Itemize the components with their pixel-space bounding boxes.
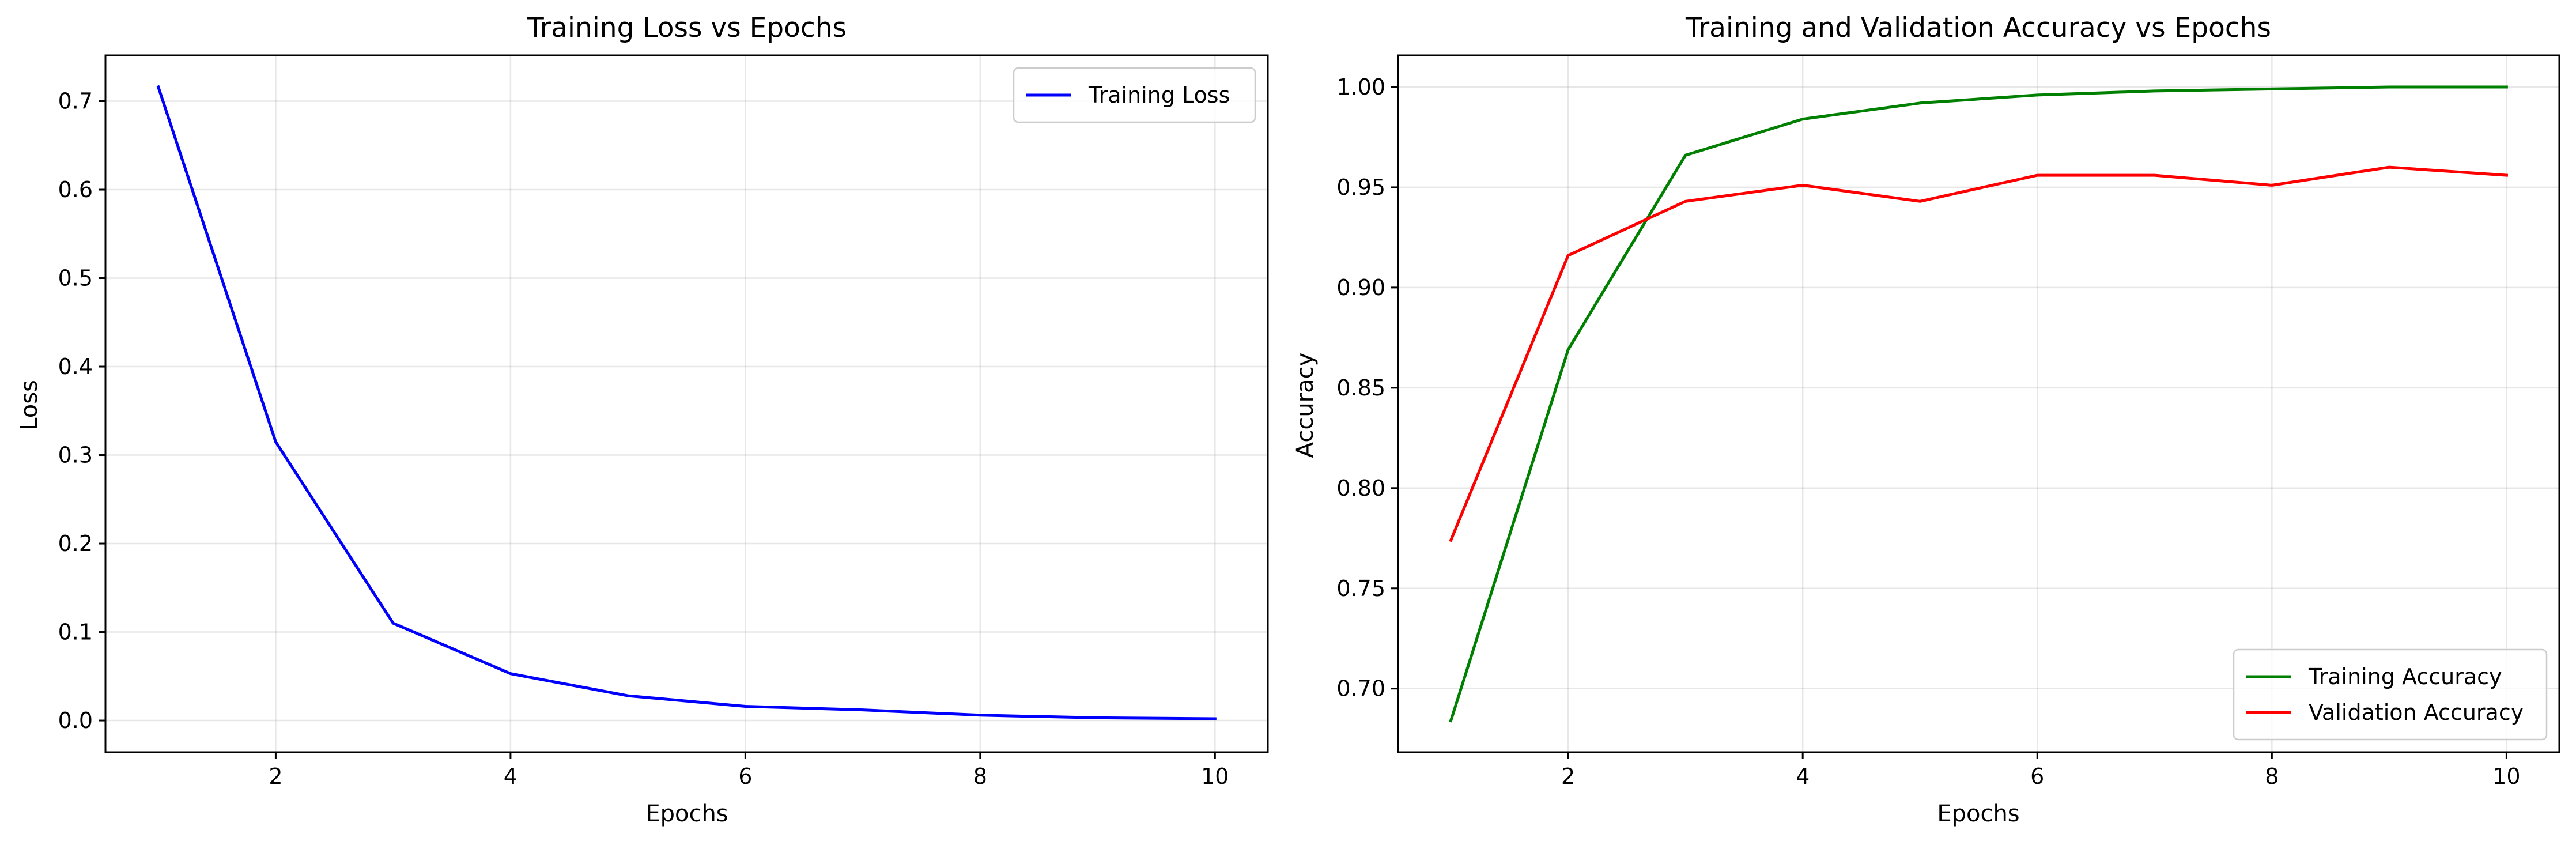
accuracy-chart-legend: Training Accuracy Validation Accuracy — [2233, 648, 2548, 741]
loss-chart-ytick-label: 0.0 — [58, 708, 93, 733]
loss-chart-ytick-label: 0.6 — [58, 177, 93, 202]
loss-chart-xtick-label: 10 — [1201, 764, 1229, 789]
accuracy-chart-legend-label: Validation Accuracy — [2309, 700, 2524, 725]
accuracy-chart-series-line-1 — [1449, 165, 2509, 542]
loss-chart-grid — [105, 55, 1268, 752]
accuracy-chart-grid — [1398, 55, 2559, 752]
loss-chart-title: Training Loss vs Epochs — [527, 12, 847, 44]
accuracy-chart-legend-label: Training Accuracy — [2308, 664, 2502, 689]
accuracy-chart: Training and Validation Accuracy vs Epoc… — [1292, 12, 2560, 827]
accuracy-chart-xlabel: Epochs — [1937, 801, 2019, 827]
loss-chart-ticks: 2 4 6 8 10 0.0 0.1 0.2 0.3 0.4 0.5 0.6 0.7 — [58, 89, 1229, 789]
loss-chart-ytick-label: 0.5 — [58, 266, 93, 291]
loss-chart-xtick-label: 2 — [269, 764, 282, 789]
accuracy-chart-xtick-label: 8 — [2265, 764, 2279, 789]
loss-chart: Training Loss vs Epochs Epochs Loss 2 4 6 8… — [16, 12, 1269, 827]
accuracy-chart-series-line-0 — [1449, 85, 2508, 723]
accuracy-chart-ytick-label: 1.00 — [1336, 74, 1385, 100]
loss-chart-xtick-label: 4 — [504, 764, 518, 789]
accuracy-chart-frame — [1397, 54, 2560, 753]
accuracy-chart-xtick-label: 4 — [1796, 764, 1810, 789]
accuracy-chart-ytick-label: 0.80 — [1336, 476, 1385, 501]
accuracy-chart-ylabel: Accuracy — [1292, 353, 1319, 458]
accuracy-chart-xtick-label: 10 — [2492, 764, 2520, 789]
loss-chart-legend-label: Training Loss — [1088, 82, 1230, 108]
loss-chart-xtick-label: 8 — [973, 764, 987, 789]
loss-chart-ylabel: Loss — [16, 380, 43, 431]
accuracy-chart-lines — [1449, 85, 2509, 723]
accuracy-chart-ticks: 2 4 6 8 10 0.70 0.75 0.80 0.85 0.90 0.95 1.00 — [1336, 74, 2520, 789]
loss-chart-xtick-label: 6 — [738, 764, 752, 789]
loss-chart-ytick-label: 0.3 — [58, 443, 93, 468]
accuracy-chart-xtick-label: 2 — [1561, 764, 1575, 789]
loss-chart-lines — [156, 85, 1217, 720]
loss-chart-xlabel: Epochs — [645, 801, 728, 827]
accuracy-chart-ytick-label: 0.95 — [1336, 175, 1385, 200]
loss-chart-ytick-label: 0.1 — [58, 620, 93, 645]
loss-chart-ytick-label: 0.2 — [58, 531, 93, 556]
loss-chart-ytick-label: 0.4 — [58, 354, 93, 379]
accuracy-chart-legend-box — [2233, 648, 2548, 741]
loss-chart-frame — [104, 54, 1269, 753]
accuracy-chart-ytick-label: 0.85 — [1336, 375, 1385, 401]
loss-chart-ytick-label: 0.7 — [58, 89, 93, 114]
loss-chart-series-line-0 — [156, 85, 1217, 720]
loss-chart-legend: Training Loss — [1013, 67, 1256, 123]
accuracy-chart-xtick-label: 6 — [2030, 764, 2044, 789]
accuracy-chart-title: Training and Validation Accuracy vs Epoc… — [1685, 12, 2271, 44]
accuracy-chart-ytick-label: 0.70 — [1336, 676, 1385, 701]
accuracy-chart-ytick-label: 0.90 — [1336, 275, 1385, 300]
loss-chart-legend-box — [1013, 67, 1256, 123]
accuracy-chart-ytick-label: 0.75 — [1336, 576, 1385, 601]
